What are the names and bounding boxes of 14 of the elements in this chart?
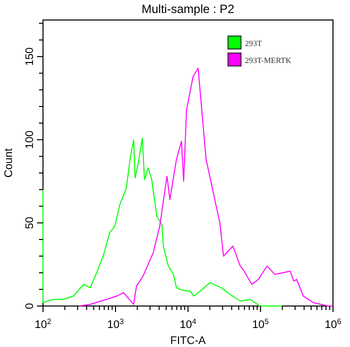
legend-label: 293T bbox=[245, 39, 262, 48]
x-tick-label: 10$^{6}$ bbox=[324, 316, 342, 331]
x-tick-label: 10$^{3}$ bbox=[107, 316, 124, 331]
x-tick-label: 10$^{2}$ bbox=[34, 316, 52, 331]
y-tick-label: 0 bbox=[24, 302, 36, 310]
x-axis-title: FITC-A bbox=[170, 335, 206, 347]
legend-label: 293T-MERTK bbox=[245, 56, 292, 65]
x-tick-label: 10$^{4}$ bbox=[180, 316, 197, 331]
y-axis-title: Count bbox=[3, 148, 15, 178]
y-tick-label: 100 bbox=[24, 130, 36, 149]
x-tick-label: 10$^{5}$ bbox=[252, 316, 269, 331]
chart-title: Multi-sample : P2 bbox=[142, 2, 235, 16]
y-tick-label: 150 bbox=[24, 47, 36, 66]
y-tick-label: 50 bbox=[24, 216, 36, 229]
